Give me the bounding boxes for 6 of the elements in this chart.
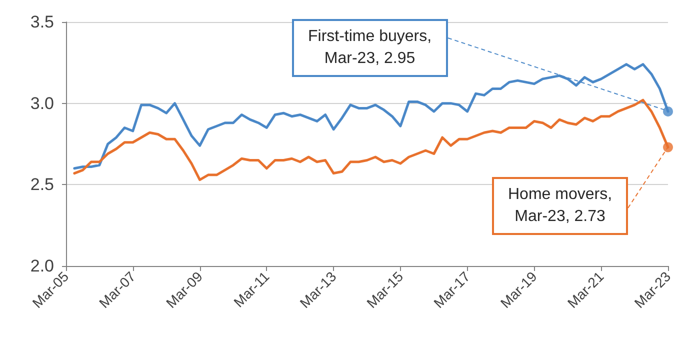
y-tick-label: 2.5	[30, 175, 54, 194]
y-tick-label: 3.5	[30, 12, 54, 32]
y-tick-label: 3.0	[30, 94, 54, 113]
annotation: Home movers, Mar-23, 2.73	[492, 177, 628, 236]
annotation: First-time buyers, Mar-23, 2.95	[292, 19, 448, 78]
y-tick-label: 2.0	[30, 256, 54, 276]
